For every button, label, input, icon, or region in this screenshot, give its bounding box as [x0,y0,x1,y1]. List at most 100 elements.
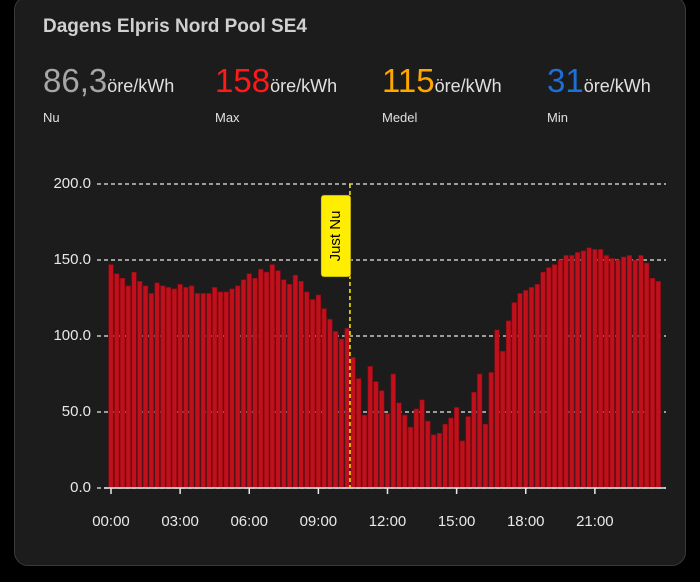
bar [292,274,298,489]
annotation-box [320,194,352,278]
bar [229,288,235,489]
y-tick-label: 100.0 [53,327,91,344]
bar [194,293,201,489]
bar [603,255,610,489]
y-tick-label: 0.0 [70,479,91,496]
bar [240,279,247,489]
bar [396,402,402,489]
bar [269,264,275,489]
bar [407,426,414,489]
bar [304,291,310,489]
bar [384,413,391,489]
bar [592,249,598,489]
bar [494,329,500,489]
bar [454,407,460,489]
bar [488,372,494,489]
bar [534,284,540,489]
bar [119,277,126,489]
bar [171,288,177,489]
stat: 31öre/kWh Min [547,62,651,125]
bar [598,249,604,489]
bar [638,255,644,489]
bar [367,366,373,489]
stat: 86,3öre/kWh Nu [43,62,174,125]
stat-value: 31 [547,62,584,99]
bar [557,259,563,489]
bar [574,252,581,489]
stat-value: 86,3 [43,62,108,99]
bar [390,373,396,489]
y-tick-label: 200.0 [53,175,91,192]
bar [310,299,316,489]
x-tick-label: 15:00 [438,513,476,530]
bar [626,255,633,489]
y-tick-label: 150.0 [53,251,91,268]
bar [298,280,304,489]
bar [471,391,477,489]
bar [166,287,172,489]
x-tick-label: 03:00 [161,513,199,530]
bar [413,408,419,489]
stat-label: Min [547,110,568,125]
bar [649,277,656,489]
stat-label: Nu [43,110,60,125]
stat-unit: öre/kWh [270,76,338,96]
x-tick-label: 06:00 [230,513,268,530]
bar [252,277,258,489]
bar [586,247,592,489]
bar [338,338,345,489]
bar [263,271,270,489]
x-tick-label: 00:00 [92,513,130,530]
stat-label: Max [215,110,240,125]
bar [142,285,149,489]
x-tick-label: 18:00 [507,513,545,530]
bar [333,331,339,489]
bar [206,293,212,489]
stat-value: 115 [382,62,435,99]
stat: 115öre/kWh Medel [382,62,502,125]
annotation-label: Just Nu [327,211,344,262]
bar [448,417,454,489]
bar [546,267,552,489]
bar [235,285,241,489]
bar [482,423,489,489]
bar [223,291,229,489]
bar [275,270,281,489]
bar [540,271,546,489]
bar [217,291,224,489]
bar [528,287,535,489]
bar [137,280,143,489]
stat: 158öre/kWh Max [215,62,337,125]
bar [246,273,252,489]
bar [419,399,425,489]
bar [477,373,483,489]
bar [315,294,321,489]
bar [148,293,154,489]
bar [125,285,131,489]
bar [402,414,408,489]
stat-label: Medel [382,110,418,125]
bar [511,302,517,489]
bar [108,264,114,489]
bar [160,285,166,489]
bar [430,434,437,489]
bar [114,273,120,489]
x-tick-label: 09:00 [300,513,338,530]
bar [425,420,431,489]
bar [258,268,264,489]
bar [154,282,160,489]
bar [373,381,379,489]
stat-unit: öre/kWh [583,76,651,96]
bar [632,259,638,489]
bar [350,356,356,489]
bar [609,258,615,489]
x-tick-label: 21:00 [576,513,614,530]
bar [459,440,465,489]
bar [621,256,627,489]
bar [655,280,661,489]
bar [580,250,586,489]
stat-unit: öre/kWh [434,76,502,96]
bar [465,416,471,489]
bar [505,320,512,489]
